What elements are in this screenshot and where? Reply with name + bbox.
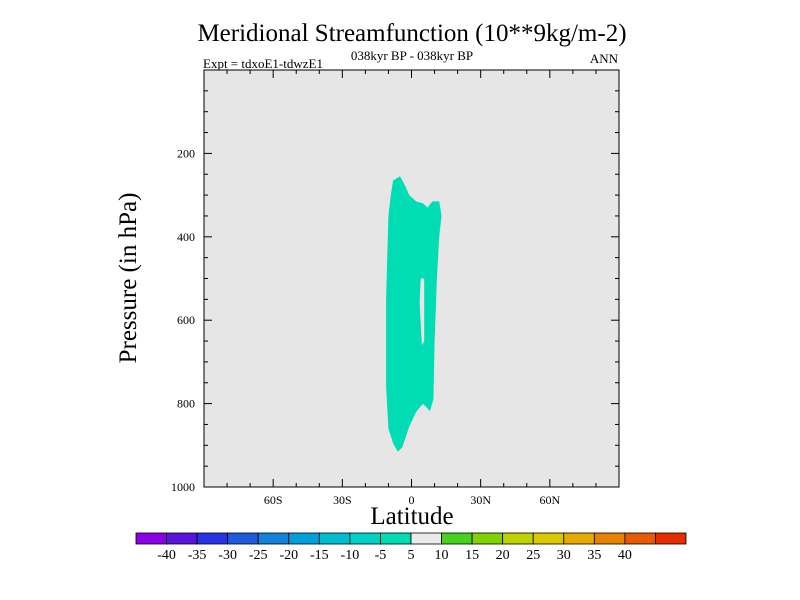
x-tick-label: 60N [539, 493, 560, 507]
colorbar-box [593, 532, 626, 545]
colorbar-box [349, 532, 381, 545]
colorbar-box [471, 532, 504, 545]
colorbar-label: 35 [587, 548, 601, 563]
x-axis-ticks: 60S 30S 0 30N 60N [203, 70, 620, 507]
colorbar-box [502, 532, 534, 545]
colorbar-label: -40 [157, 548, 176, 563]
colorbar-label: -15 [310, 548, 329, 563]
colorbar-box [257, 532, 290, 545]
colorbar-label: 25 [526, 548, 540, 563]
colorbar-label: 10 [435, 548, 449, 563]
chart-subtitle-right: ANN [590, 51, 619, 66]
contour-region-0 [386, 176, 442, 452]
colorbar-box [227, 532, 259, 545]
colorbar-label: -35 [188, 548, 207, 563]
y-tick-label: 400 [177, 230, 195, 244]
chart-title: Meridional Streamfunction (10**9kg/m-2) [197, 20, 626, 47]
x-tick-label: 30N [470, 493, 491, 507]
colorbar: -40 -35 -30 -25 -20 -15 -10 -5 5 10 15 20 25 30 35 40 [135, 532, 687, 563]
y-tick-label: 800 [177, 397, 195, 411]
chart-subtitle-center: 038kyr BP - 038kyr BP [351, 48, 473, 63]
x-tick-label: 30S [333, 493, 352, 507]
colorbar-box [441, 532, 473, 545]
colorbar-label: 20 [496, 548, 510, 563]
y-axis-ticks: 200 400 600 800 1000 [171, 69, 619, 494]
colorbar-box [318, 532, 351, 545]
colorbar-box [410, 532, 442, 545]
colorbar-box [288, 532, 320, 545]
x-tick-label: 60S [264, 493, 283, 507]
contour-layer [386, 176, 442, 452]
colorbar-box [135, 532, 167, 545]
y-tick-label: 200 [177, 146, 195, 160]
colorbar-label: -25 [249, 548, 268, 563]
colorbar-box [166, 532, 198, 545]
colorbar-box [563, 532, 595, 545]
colorbar-label: 30 [557, 548, 571, 563]
x-tick-label: 0 [409, 493, 415, 507]
y-tick-label: 600 [177, 313, 195, 327]
colorbar-label: -30 [218, 548, 237, 563]
colorbar-box [624, 532, 656, 545]
colorbar-label: -5 [375, 548, 387, 563]
chart-subtitle-left: Expt = tdxoE1-tdwzE1 [203, 56, 323, 71]
colorbar-label: 5 [408, 548, 415, 563]
colorbar-box [532, 532, 565, 545]
colorbar-label: 15 [465, 548, 479, 563]
y-axis-label: Pressure (in hPa) [115, 193, 142, 364]
colorbar-box [196, 532, 229, 545]
colorbar-box [380, 532, 412, 545]
colorbar-label: -20 [279, 548, 298, 563]
x-axis-label: Latitude [370, 503, 453, 530]
colorbar-box [655, 532, 687, 545]
colorbar-label: -10 [341, 548, 360, 563]
y-tick-label: 1000 [171, 480, 195, 494]
colorbar-label: 40 [618, 548, 632, 563]
